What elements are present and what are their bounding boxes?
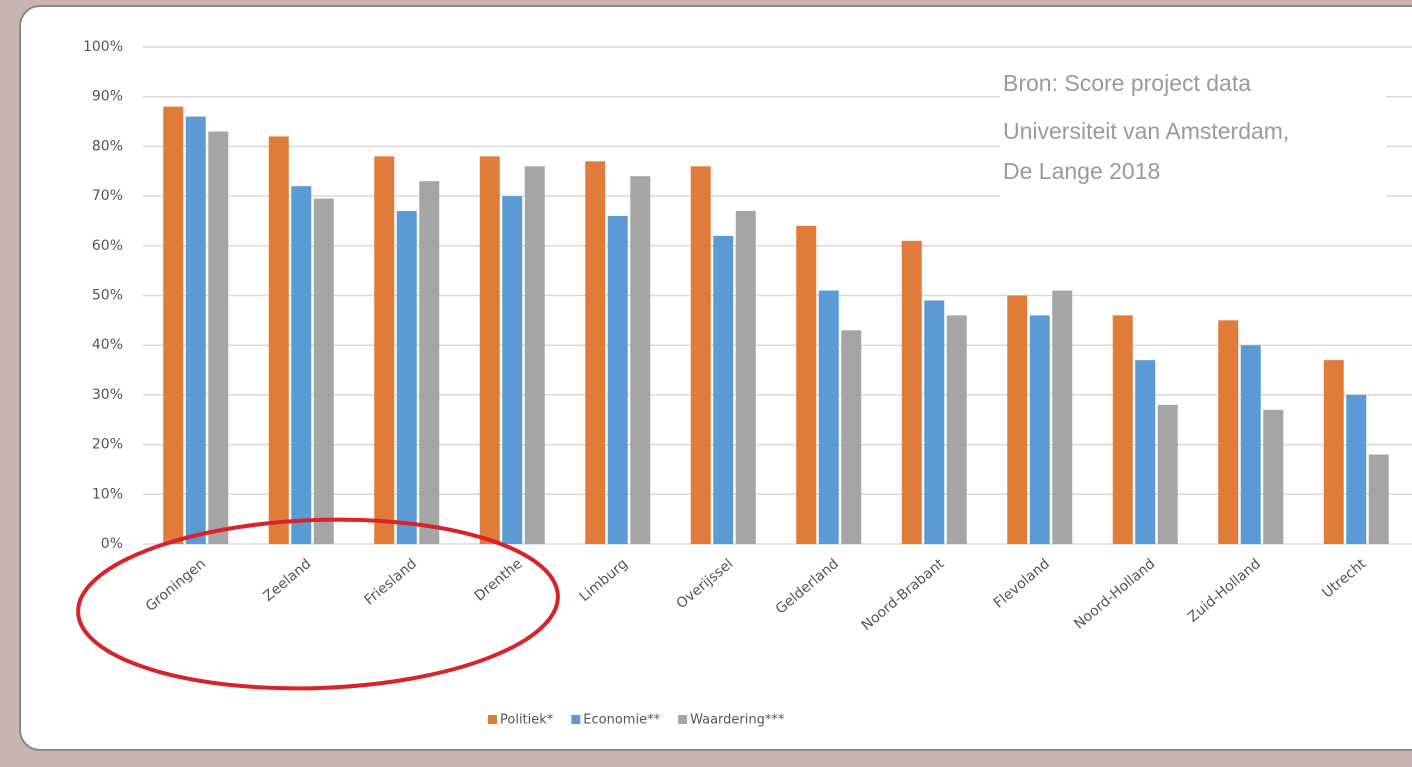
y-tick-label: 60% xyxy=(92,238,123,254)
y-tick-label: 70% xyxy=(92,188,123,204)
legend: Politiek* Economie** Waardering*** xyxy=(488,713,785,728)
bar xyxy=(1157,404,1178,544)
plot: 0%10%20%30%40%50%60%70%80%90%100%Groning… xyxy=(83,39,1412,634)
bar xyxy=(479,156,500,544)
bar xyxy=(1112,315,1133,544)
y-tick-label: 10% xyxy=(92,486,123,502)
bar xyxy=(1218,320,1239,544)
bar xyxy=(690,166,711,544)
bar xyxy=(268,136,289,544)
y-tick-label: 80% xyxy=(92,138,123,154)
legend-label: Politiek* xyxy=(500,713,554,728)
bar xyxy=(291,186,312,544)
y-tick-label: 90% xyxy=(92,89,123,105)
bar xyxy=(1323,360,1344,544)
bar xyxy=(419,181,440,544)
bar xyxy=(185,116,206,544)
bar xyxy=(163,106,184,544)
bar xyxy=(796,225,817,545)
legend-label: Economie** xyxy=(583,713,660,728)
bar xyxy=(924,300,945,544)
bar xyxy=(1052,290,1073,544)
bar xyxy=(735,211,756,544)
y-tick-label: 20% xyxy=(92,437,123,453)
legend-swatch xyxy=(488,715,497,724)
legend-swatch xyxy=(571,715,581,724)
bar xyxy=(818,290,839,544)
bar xyxy=(1007,295,1028,544)
bar xyxy=(841,330,862,544)
legend-swatch xyxy=(678,715,688,724)
bar xyxy=(1135,360,1156,544)
y-tick-label: 30% xyxy=(92,387,123,403)
bar xyxy=(585,161,606,544)
bar xyxy=(607,215,628,545)
y-tick-label: 100% xyxy=(83,39,123,55)
bar xyxy=(502,196,523,544)
bar xyxy=(396,211,417,544)
bar xyxy=(313,198,334,544)
annotation: Universiteit van Amsterdam, xyxy=(1003,118,1289,144)
highlight-ellipse xyxy=(76,517,560,691)
y-tick-label: 50% xyxy=(92,288,123,304)
legend-label: Waardering*** xyxy=(690,713,785,728)
y-tick-label: 0% xyxy=(101,536,123,552)
bar xyxy=(1368,454,1389,544)
bar xyxy=(1029,315,1050,544)
bar xyxy=(901,240,922,544)
bar xyxy=(713,235,734,545)
bar xyxy=(1263,409,1284,544)
annotation-box xyxy=(1000,62,1386,198)
annotation: De Lange 2018 xyxy=(1003,158,1160,184)
bar xyxy=(374,156,395,544)
bar xyxy=(524,166,545,544)
bar xyxy=(1346,394,1367,544)
bar xyxy=(630,176,651,544)
y-tick-label: 40% xyxy=(92,337,123,353)
bar xyxy=(1240,345,1261,544)
bar xyxy=(946,315,967,544)
annotation: Bron: Score project data xyxy=(1003,70,1251,96)
bar xyxy=(208,131,229,545)
